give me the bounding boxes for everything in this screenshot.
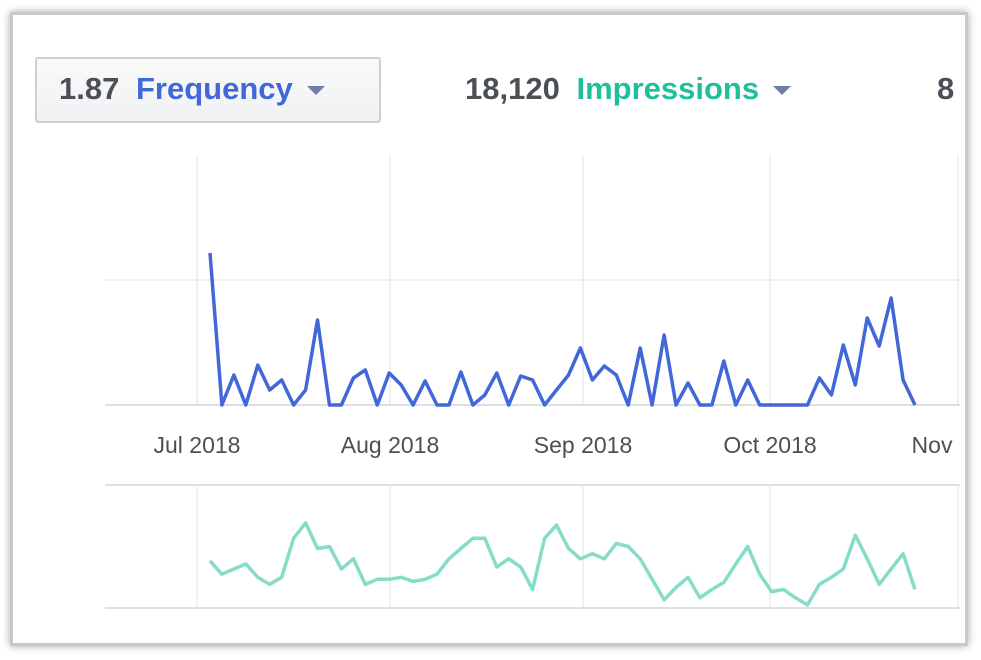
frequency-metric[interactable]: 1.87 Frequency (59, 71, 325, 107)
x-tick-label: Oct 2018 (723, 432, 816, 458)
charts: Jul 2018 Aug 2018 Sep 2018 Oct 2018 Nov (105, 155, 960, 609)
metric-label: Impressions (576, 71, 760, 106)
x-tick-label: Sep 2018 (534, 432, 632, 458)
metric-value: 18,120 (465, 71, 560, 106)
caret (306, 86, 325, 96)
metric-value: 1.87 (59, 71, 120, 106)
x-tick-label: Nov (912, 432, 953, 458)
x-tick-label: Aug 2018 (341, 432, 439, 458)
caret (773, 86, 792, 96)
series-line (208, 252, 917, 407)
panel: 1.87 Frequency 18,120 Impressions 8 Jul … (10, 12, 968, 646)
metric-label: Frequency (135, 71, 293, 106)
series-line (208, 521, 917, 607)
metric-value: 8 (937, 71, 955, 106)
x-tick-label: Jul 2018 (154, 432, 241, 458)
impressions-metric[interactable]: 18,120 Impressions (465, 71, 792, 107)
